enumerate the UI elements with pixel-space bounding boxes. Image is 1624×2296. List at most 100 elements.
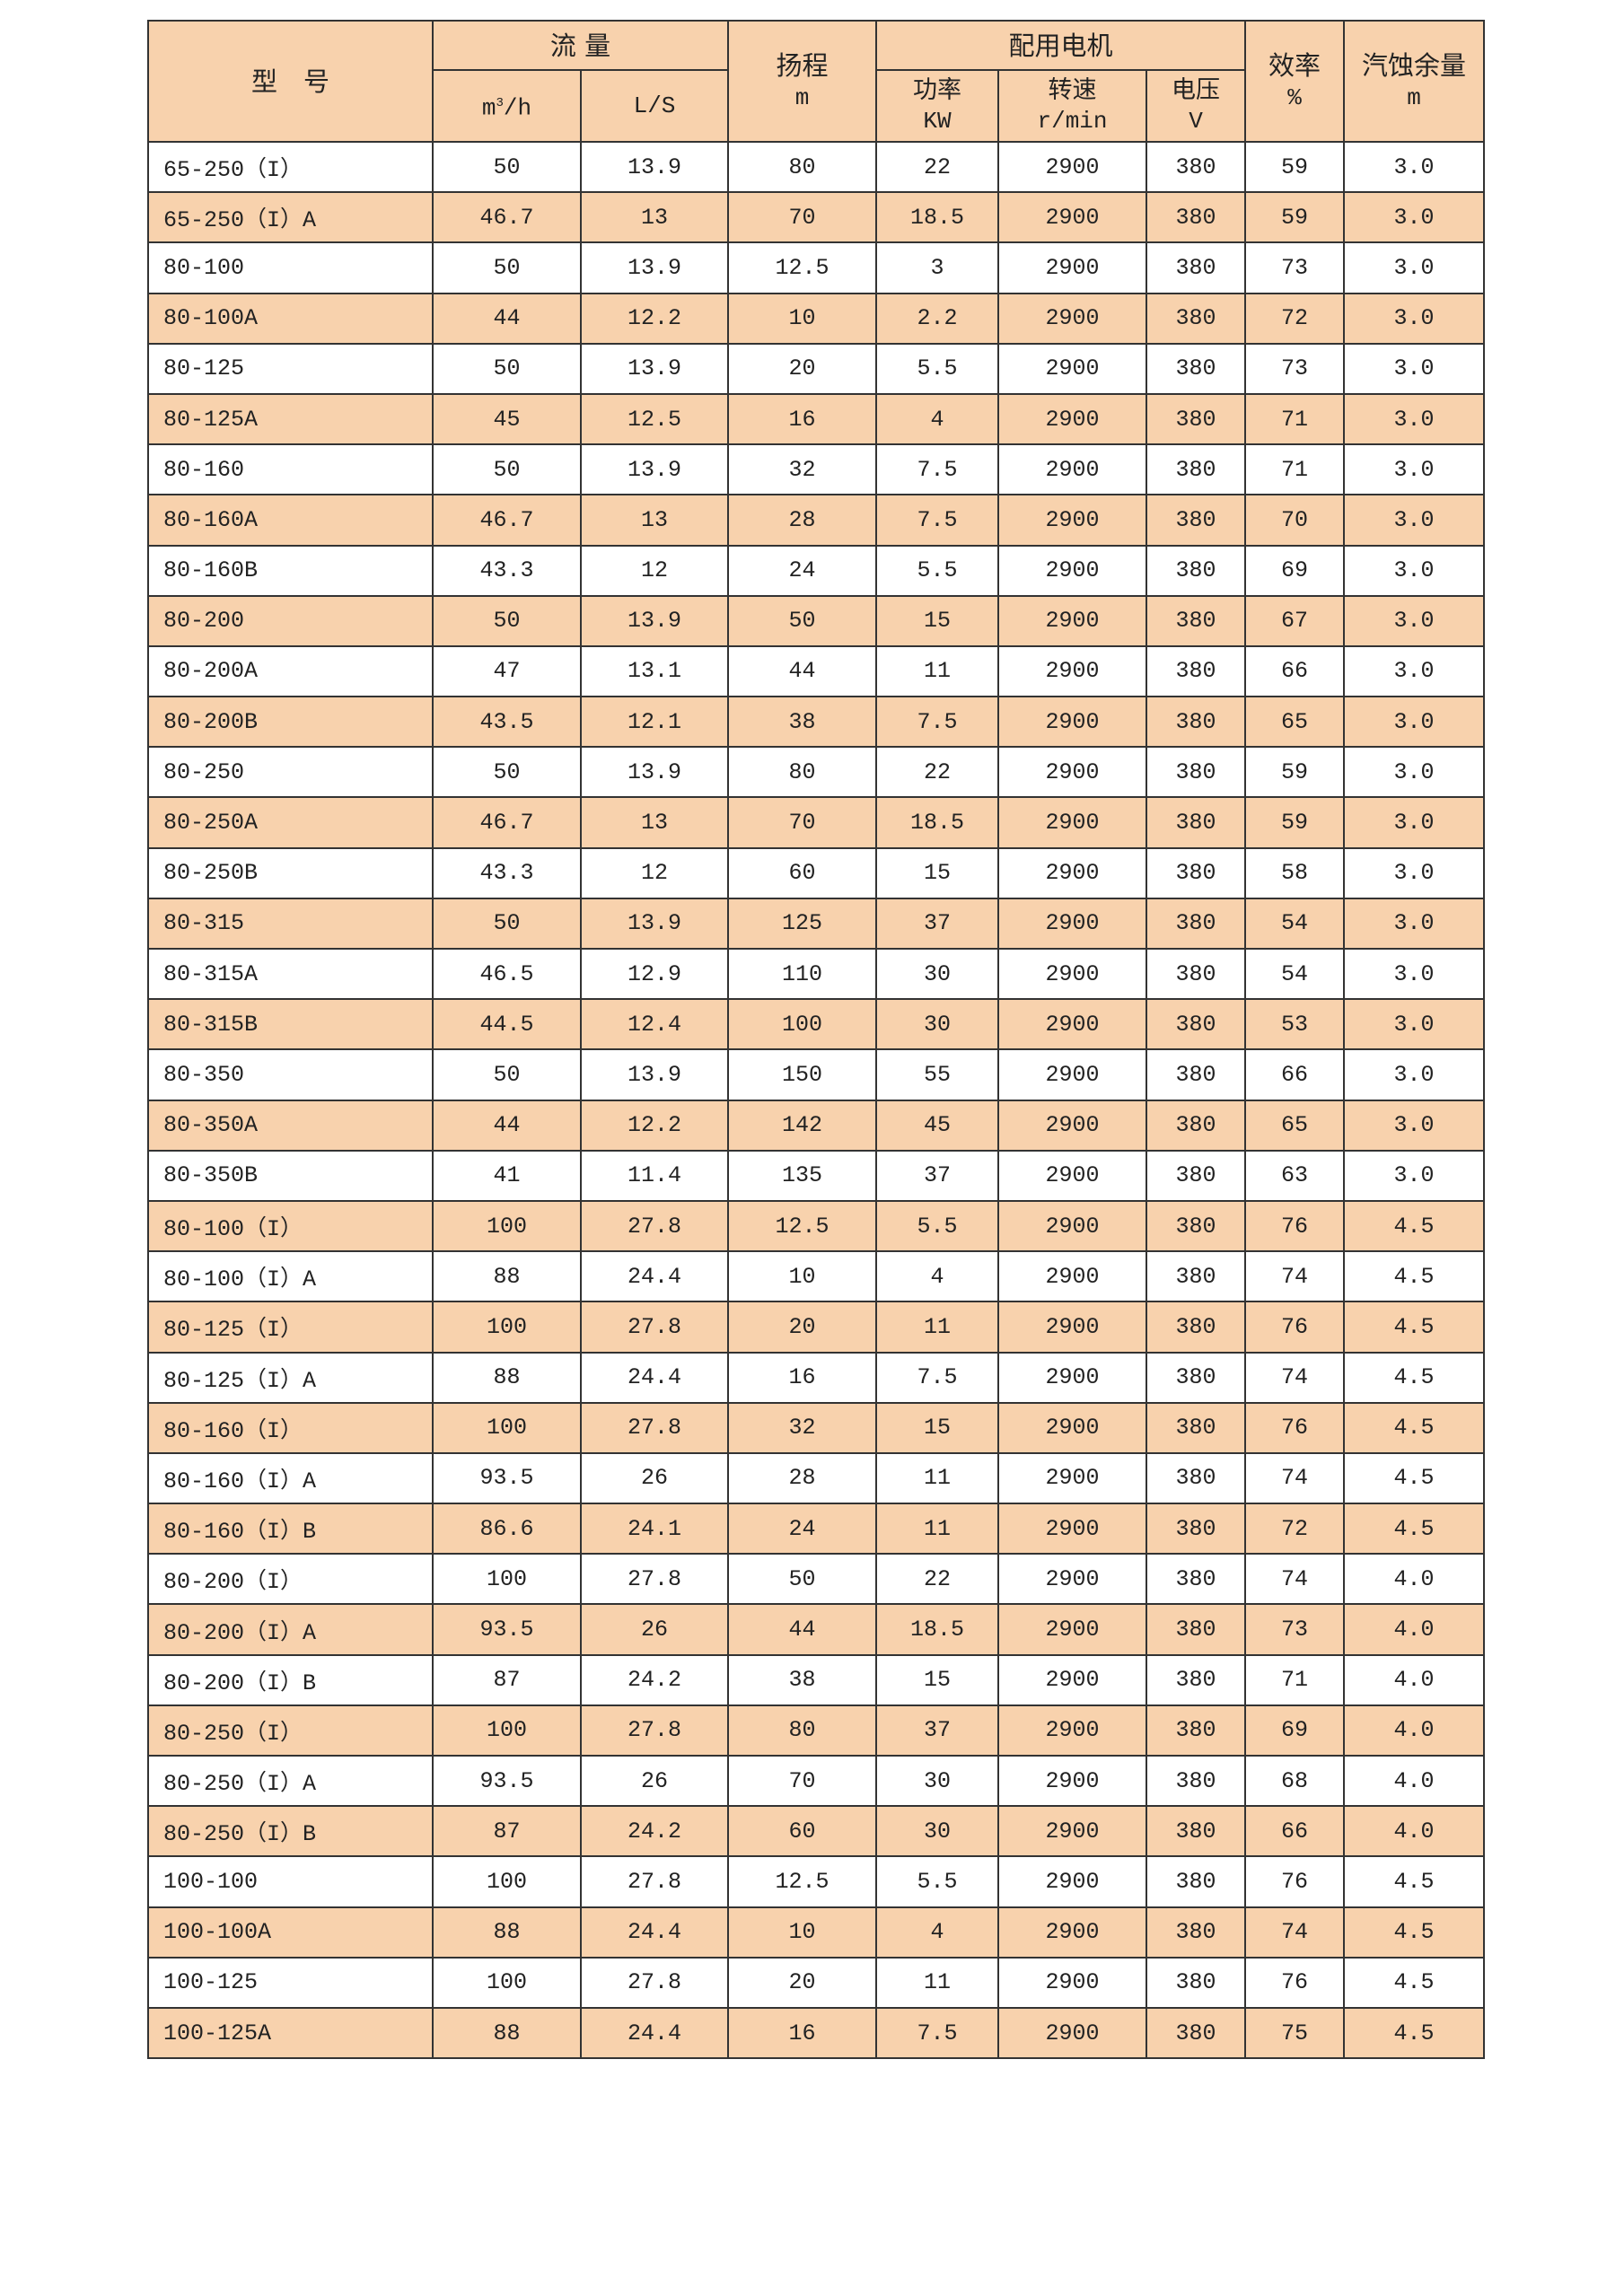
cell-head: 150 bbox=[727, 1048, 877, 1101]
cell-npsh: 3.0 bbox=[1343, 494, 1486, 547]
cell-head: 12.5 bbox=[727, 1199, 877, 1253]
cell-efficiency: 74 bbox=[1244, 1553, 1346, 1606]
table-row: 80-250 50 13.9 80 22 2900 380 59 3.0 bbox=[147, 746, 1486, 799]
cell-flow-ls: 12 bbox=[580, 544, 729, 597]
table-row: 80-100A 44 12.2 10 2.2 2900 380 72 3.0 bbox=[147, 292, 1486, 345]
cell-flow-m3h: 93.5 bbox=[432, 1603, 582, 1656]
cell-power: 7.5 bbox=[875, 443, 999, 496]
header-head: 扬程 m bbox=[727, 20, 877, 143]
cell-power: 37 bbox=[875, 1149, 999, 1202]
cell-model: 80-125（I）A bbox=[147, 1351, 434, 1404]
table-row: 80-160B 43.3 12 24 5.5 2900 380 69 3.0 bbox=[147, 544, 1486, 597]
cell-efficiency: 76 bbox=[1244, 1401, 1346, 1454]
cell-model: 80-100（I） bbox=[147, 1199, 434, 1253]
cell-model: 80-250 bbox=[147, 746, 434, 799]
cell-efficiency: 54 bbox=[1244, 947, 1346, 1001]
cell-speed: 2900 bbox=[997, 1805, 1147, 1858]
cell-flow-m3h: 86.6 bbox=[432, 1503, 582, 1555]
cell-voltage: 380 bbox=[1145, 1351, 1247, 1404]
header-voltage-unit: V bbox=[1189, 108, 1203, 135]
cell-voltage: 380 bbox=[1145, 1855, 1247, 1908]
cell-model: 80-250（I）A bbox=[147, 1754, 434, 1808]
table-row: 80-200A 47 13.1 44 11 2900 380 66 3.0 bbox=[147, 644, 1486, 698]
cell-voltage: 380 bbox=[1145, 1704, 1247, 1757]
cell-npsh: 4.5 bbox=[1343, 1855, 1486, 1908]
cell-voltage: 380 bbox=[1145, 1805, 1247, 1858]
cell-npsh: 3.0 bbox=[1343, 846, 1486, 899]
header-flow-m3h-unit: m3/h bbox=[434, 88, 580, 124]
cell-voltage: 380 bbox=[1145, 1250, 1247, 1303]
cell-flow-ls: 13 bbox=[580, 796, 729, 849]
cell-npsh: 4.5 bbox=[1343, 1503, 1486, 1555]
cell-voltage: 380 bbox=[1145, 140, 1247, 194]
cell-head: 110 bbox=[727, 947, 877, 1001]
cell-head: 135 bbox=[727, 1149, 877, 1202]
cell-voltage: 380 bbox=[1145, 696, 1247, 749]
cell-model: 100-125 bbox=[147, 1956, 434, 2009]
header-voltage-label: 电压 bbox=[1172, 76, 1221, 104]
table-row: 80-350B 41 11.4 135 37 2900 380 63 3.0 bbox=[147, 1149, 1486, 1202]
cell-power: 22 bbox=[875, 746, 999, 799]
cell-speed: 2900 bbox=[997, 1754, 1147, 1808]
cell-power: 37 bbox=[875, 1704, 999, 1757]
cell-model: 80-250（I） bbox=[147, 1704, 434, 1757]
table-row: 100-100 100 27.8 12.5 5.5 2900 380 76 4.5 bbox=[147, 1855, 1486, 1908]
cell-power: 15 bbox=[875, 846, 999, 899]
cell-head: 60 bbox=[727, 1805, 877, 1858]
cell-power: 15 bbox=[875, 594, 999, 647]
cell-model: 80-100（I）A bbox=[147, 1250, 434, 1303]
cell-speed: 2900 bbox=[997, 796, 1147, 849]
cell-head: 12.5 bbox=[727, 241, 877, 294]
cell-speed: 2900 bbox=[997, 1048, 1147, 1101]
cell-head: 44 bbox=[727, 644, 877, 698]
cell-power: 15 bbox=[875, 1401, 999, 1454]
cell-npsh: 3.0 bbox=[1343, 140, 1486, 194]
cell-flow-m3h: 41 bbox=[432, 1149, 582, 1202]
cell-efficiency: 58 bbox=[1244, 846, 1346, 899]
cell-head: 16 bbox=[727, 1351, 877, 1404]
cell-flow-m3h: 88 bbox=[432, 1906, 582, 1959]
cell-speed: 2900 bbox=[997, 1199, 1147, 1253]
cell-flow-ls: 24.4 bbox=[580, 1250, 729, 1303]
cell-efficiency: 76 bbox=[1244, 1956, 1346, 2009]
cell-power: 11 bbox=[875, 1503, 999, 1555]
header-flow: 流 量 bbox=[432, 20, 729, 71]
cell-voltage: 380 bbox=[1145, 1048, 1247, 1101]
cell-power: 7.5 bbox=[875, 696, 999, 749]
cell-speed: 2900 bbox=[997, 140, 1147, 194]
cell-model: 80-200（I） bbox=[147, 1553, 434, 1606]
header-model: 型 号 bbox=[147, 20, 434, 143]
cell-voltage: 380 bbox=[1145, 342, 1247, 395]
cell-speed: 2900 bbox=[997, 1553, 1147, 1606]
cell-efficiency: 73 bbox=[1244, 1603, 1346, 1656]
cell-model: 80-315B bbox=[147, 998, 434, 1051]
cell-model: 80-160（I）A bbox=[147, 1451, 434, 1505]
cell-efficiency: 76 bbox=[1244, 1199, 1346, 1253]
cell-flow-ls: 12.2 bbox=[580, 292, 729, 345]
unit-sup: 3 bbox=[496, 96, 504, 111]
cell-model: 80-200（I）B bbox=[147, 1653, 434, 1706]
cell-flow-m3h: 44.5 bbox=[432, 998, 582, 1051]
table-row: 80-100（I） 100 27.8 12.5 5.5 2900 380 76 4.5 bbox=[147, 1199, 1486, 1253]
cell-head: 12.5 bbox=[727, 1855, 877, 1908]
cell-head: 10 bbox=[727, 1250, 877, 1303]
cell-speed: 2900 bbox=[997, 1855, 1147, 1908]
cell-voltage: 380 bbox=[1145, 1301, 1247, 1354]
cell-head: 10 bbox=[727, 292, 877, 345]
cell-head: 20 bbox=[727, 342, 877, 395]
cell-model: 80-160B bbox=[147, 544, 434, 597]
cell-flow-m3h: 50 bbox=[432, 241, 582, 294]
cell-power: 5.5 bbox=[875, 1855, 999, 1908]
cell-head: 32 bbox=[727, 443, 877, 496]
cell-npsh: 4.5 bbox=[1343, 1301, 1486, 1354]
cell-efficiency: 65 bbox=[1244, 696, 1346, 749]
cell-power: 11 bbox=[875, 1956, 999, 2009]
cell-flow-ls: 13 bbox=[580, 191, 729, 244]
cell-voltage: 380 bbox=[1145, 1906, 1247, 1959]
cell-voltage: 380 bbox=[1145, 1553, 1247, 1606]
table-row: 100-125 100 27.8 20 11 2900 380 76 4.5 bbox=[147, 1956, 1486, 2009]
cell-npsh: 4.5 bbox=[1343, 1956, 1486, 2009]
cell-power: 5.5 bbox=[875, 342, 999, 395]
cell-power: 11 bbox=[875, 1301, 999, 1354]
table-row: 80-160 50 13.9 32 7.5 2900 380 71 3.0 bbox=[147, 443, 1486, 496]
